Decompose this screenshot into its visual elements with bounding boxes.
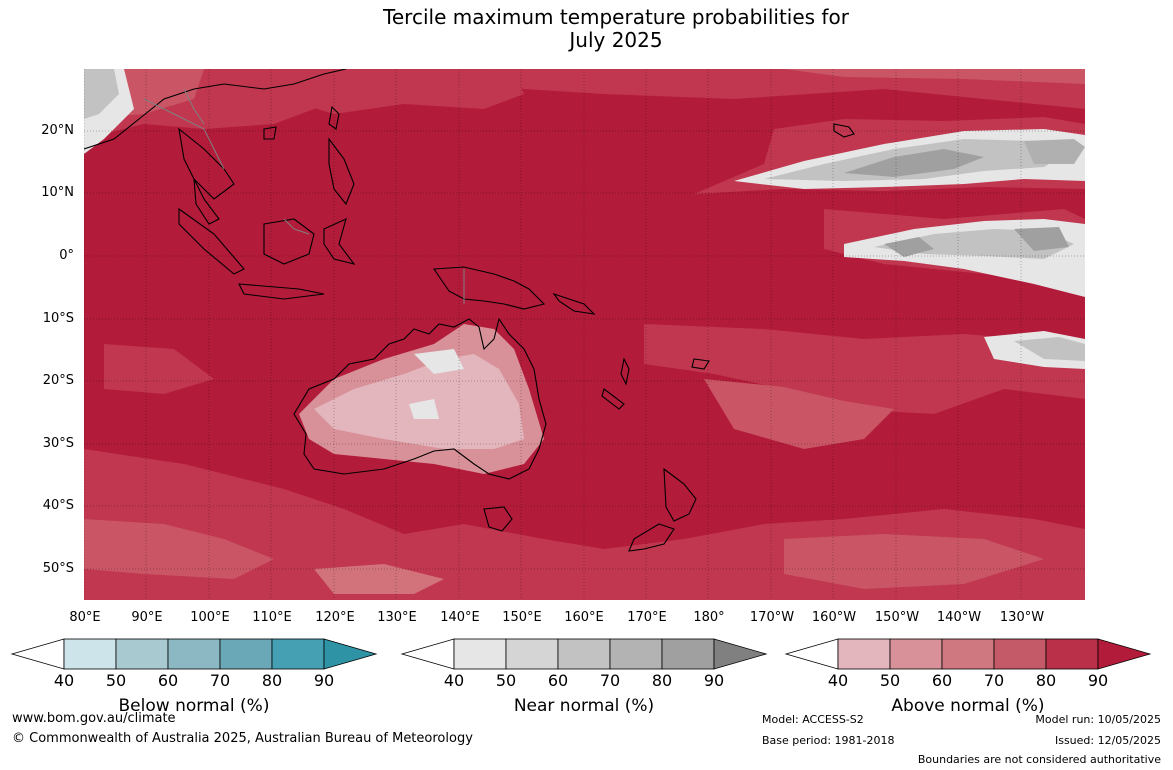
lat-label-40s: 40°S xyxy=(42,498,74,513)
below-tick-50: 50 xyxy=(105,671,127,690)
disclaimer-text: Boundaries are not considered authoritat… xyxy=(917,753,1161,766)
issued-text: Issued: 12/05/2025 xyxy=(1054,734,1161,747)
lat-label-50s: 50°S xyxy=(42,561,74,576)
below-tick-60: 60 xyxy=(157,671,179,690)
lat-label-20s: 20°S xyxy=(42,373,74,388)
model-run-text: Model run: 10/05/2025 xyxy=(1035,713,1161,726)
lon-label-130e: 130°E xyxy=(377,610,417,625)
near-normal-title: Near normal (%) xyxy=(513,696,655,716)
lon-label-150w: 150°W xyxy=(874,610,920,625)
tasmania-coast xyxy=(483,506,513,532)
lat-label-0: 0° xyxy=(59,248,74,263)
fiji-coast xyxy=(691,358,710,370)
colorbars xyxy=(10,638,1152,670)
borneo-coast xyxy=(263,218,315,265)
map-title-line2: July 2025 xyxy=(569,28,663,52)
above-tick-60: 60 xyxy=(931,671,953,690)
near-tick-80: 80 xyxy=(651,671,673,690)
lon-label-160e: 160°E xyxy=(564,610,604,625)
map-svg xyxy=(84,69,1085,600)
lon-label-140w: 140°W xyxy=(936,610,982,625)
below-tick-90: 90 xyxy=(313,671,335,690)
lon-label-80e: 80°E xyxy=(69,610,101,625)
coastlines xyxy=(84,69,855,552)
australia-interior-shading xyxy=(299,324,544,474)
below-tick-70: 70 xyxy=(209,671,231,690)
base-period-text: Base period: 1981-2018 xyxy=(762,734,895,747)
map-title-line1: Tercile maximum temperature probabilitie… xyxy=(383,5,849,29)
near-tick-70: 70 xyxy=(599,671,621,690)
new-zealand-south-coast xyxy=(628,523,675,552)
lon-label-170w: 170°W xyxy=(749,610,795,625)
new-caledonia-coast xyxy=(601,388,625,410)
australia-coast xyxy=(293,317,547,480)
vanuatu-coast xyxy=(620,357,630,386)
malay-peninsula-coast xyxy=(193,178,220,225)
model-text: Model: ACCESS-S2 xyxy=(762,713,864,726)
copyright-text: © Commonwealth of Australia 2025, Austra… xyxy=(12,731,473,746)
lat-label-10n: 10°N xyxy=(41,185,74,200)
near-tick-50: 50 xyxy=(495,671,517,690)
lon-label-140e: 140°E xyxy=(440,610,480,625)
lon-label-160w: 160°W xyxy=(811,610,857,625)
lon-label-130w: 130°W xyxy=(999,610,1045,625)
lat-label-20n: 20°N xyxy=(41,123,74,138)
graticule xyxy=(84,69,1085,600)
hainan-coast xyxy=(263,126,277,140)
above-normal-colorbar xyxy=(784,638,1152,670)
near-tick-60: 60 xyxy=(547,671,569,690)
lon-label-110e: 110°E xyxy=(252,610,292,625)
near-tick-40: 40 xyxy=(443,671,465,690)
below-normal-colorbar xyxy=(10,638,378,670)
lat-label-30s: 30°S xyxy=(42,436,74,451)
above-tick-90: 90 xyxy=(1087,671,1109,690)
new-zealand-north-coast xyxy=(663,467,697,522)
philippines-coast xyxy=(328,137,355,206)
above-tick-80: 80 xyxy=(1035,671,1057,690)
sulawesi-coast xyxy=(323,218,356,265)
taiwan-coast xyxy=(328,105,340,130)
lat-label-10s: 10°S xyxy=(42,311,74,326)
above-normal-title: Above normal (%) xyxy=(891,696,1045,716)
political-borders xyxy=(143,88,465,304)
indochina-coast xyxy=(178,127,235,200)
lon-label-100e: 100°E xyxy=(190,610,230,625)
near-normal-bands xyxy=(84,69,1085,369)
below-normal-title: Below normal (%) xyxy=(118,696,270,716)
above-tick-40: 40 xyxy=(827,671,849,690)
sumatra-coast xyxy=(178,207,245,275)
lon-label-150e: 150°E xyxy=(502,610,542,625)
lon-label-120e: 120°E xyxy=(315,610,355,625)
probability-map xyxy=(84,69,1085,600)
above-tick-70: 70 xyxy=(983,671,1005,690)
hawaii-coast xyxy=(833,123,855,138)
mainland-asia-coast xyxy=(84,69,347,150)
lon-label-170e: 170°E xyxy=(627,610,667,625)
java-coast xyxy=(238,283,325,300)
lon-label-180: 180° xyxy=(693,610,725,625)
new-guinea-coast xyxy=(433,266,546,310)
near-tick-90: 90 xyxy=(703,671,725,690)
near-normal-colorbar xyxy=(400,638,768,670)
above-tick-50: 50 xyxy=(879,671,901,690)
below-tick-80: 80 xyxy=(261,671,283,690)
below-tick-40: 40 xyxy=(53,671,75,690)
website-link[interactable]: www.bom.gov.au/climate xyxy=(12,711,176,726)
lon-label-90e: 90°E xyxy=(131,610,163,625)
